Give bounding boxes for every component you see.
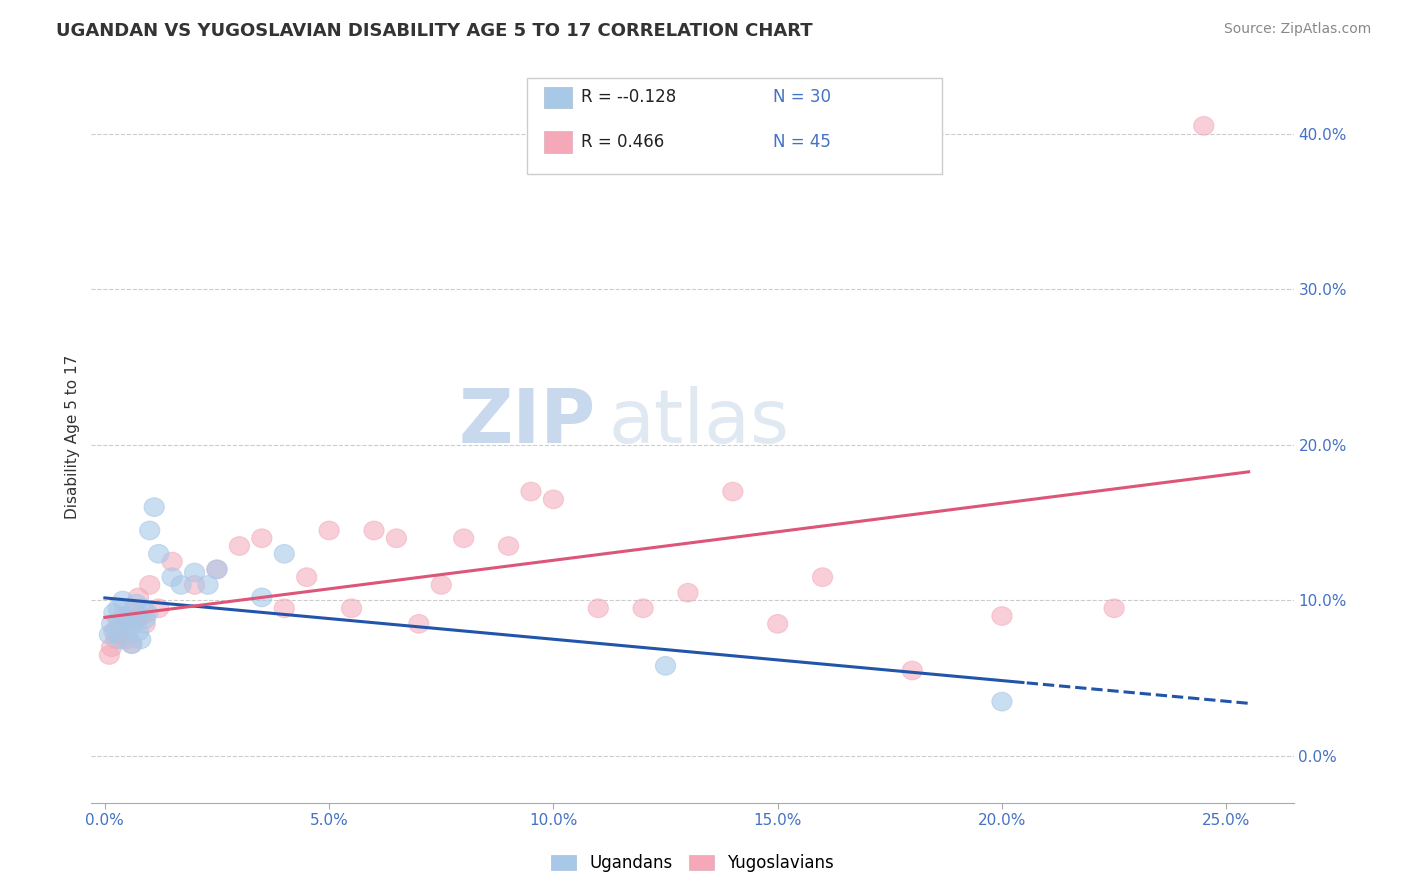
Ellipse shape [723,483,742,501]
Ellipse shape [108,615,128,633]
Ellipse shape [364,521,384,540]
Text: Source: ZipAtlas.com: Source: ZipAtlas.com [1223,22,1371,37]
Ellipse shape [162,552,183,571]
Text: R = 0.466: R = 0.466 [581,133,664,151]
Ellipse shape [252,588,271,607]
Ellipse shape [991,692,1012,711]
Ellipse shape [172,575,191,594]
Ellipse shape [432,575,451,594]
Ellipse shape [149,599,169,617]
Ellipse shape [678,583,697,602]
Ellipse shape [117,630,138,648]
Ellipse shape [127,610,146,629]
Ellipse shape [143,498,165,516]
Ellipse shape [655,657,676,675]
Ellipse shape [139,575,160,594]
Ellipse shape [184,575,205,594]
Ellipse shape [100,625,120,644]
Ellipse shape [342,599,361,617]
Text: N = 30: N = 30 [773,88,831,106]
Ellipse shape [991,607,1012,625]
Ellipse shape [633,599,654,617]
Ellipse shape [115,610,135,629]
Ellipse shape [104,623,124,641]
Ellipse shape [122,635,142,654]
Ellipse shape [149,544,169,563]
Ellipse shape [903,661,922,680]
Ellipse shape [111,630,131,648]
Ellipse shape [274,599,294,617]
Ellipse shape [813,568,832,586]
Ellipse shape [101,638,122,657]
Ellipse shape [207,560,228,579]
Ellipse shape [124,599,143,617]
Text: UGANDAN VS YUGOSLAVIAN DISABILITY AGE 5 TO 17 CORRELATION CHART: UGANDAN VS YUGOSLAVIAN DISABILITY AGE 5 … [56,22,813,40]
Ellipse shape [499,537,519,556]
Ellipse shape [112,607,134,625]
Ellipse shape [454,529,474,548]
Ellipse shape [111,625,131,644]
Ellipse shape [131,607,150,625]
Ellipse shape [120,619,139,638]
Ellipse shape [135,615,155,633]
Ellipse shape [1194,117,1213,136]
Ellipse shape [520,483,541,501]
Ellipse shape [274,544,294,563]
Ellipse shape [128,588,149,607]
Ellipse shape [768,615,787,633]
Ellipse shape [112,591,134,610]
Ellipse shape [128,623,149,641]
Ellipse shape [198,575,218,594]
Ellipse shape [108,599,128,617]
Ellipse shape [1104,599,1125,617]
Ellipse shape [184,563,205,582]
Ellipse shape [387,529,406,548]
Y-axis label: Disability Age 5 to 17: Disability Age 5 to 17 [65,355,80,519]
Ellipse shape [319,521,339,540]
Ellipse shape [229,537,249,556]
Ellipse shape [122,635,142,654]
Ellipse shape [124,615,143,633]
Ellipse shape [101,615,122,633]
Ellipse shape [127,594,146,613]
Ellipse shape [135,610,155,629]
Text: N = 45: N = 45 [773,133,831,151]
Ellipse shape [120,610,139,629]
Ellipse shape [207,560,228,579]
Ellipse shape [115,619,135,638]
Ellipse shape [105,630,127,648]
Text: R = --0.128: R = --0.128 [581,88,676,106]
Ellipse shape [105,623,127,641]
Ellipse shape [543,490,564,508]
Ellipse shape [409,615,429,633]
Ellipse shape [252,529,271,548]
Ellipse shape [131,630,150,648]
Ellipse shape [588,599,609,617]
Text: atlas: atlas [609,386,789,459]
Ellipse shape [297,568,316,586]
Text: ZIP: ZIP [458,386,596,459]
Ellipse shape [138,604,157,623]
Ellipse shape [134,599,153,617]
Ellipse shape [100,646,120,665]
Ellipse shape [162,568,183,586]
Ellipse shape [117,607,138,625]
Ellipse shape [139,521,160,540]
Legend: Ugandans, Yugoslavians: Ugandans, Yugoslavians [544,847,841,879]
Ellipse shape [104,604,124,623]
